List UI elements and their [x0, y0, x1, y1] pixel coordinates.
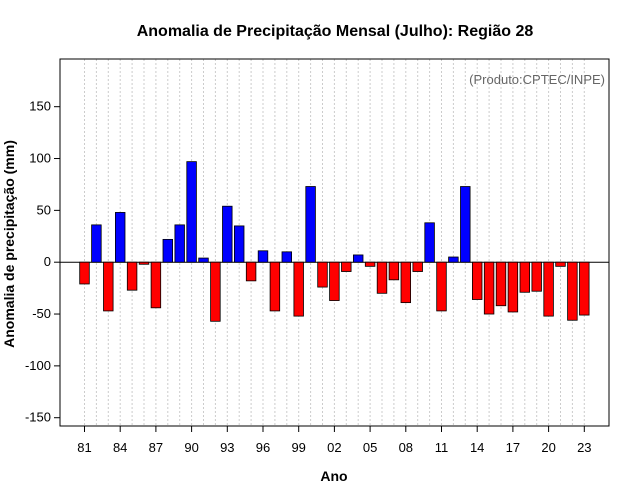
y-tick-label: 50 [37, 202, 51, 217]
bar-2022 [567, 261, 578, 321]
y-tick-label: -50 [32, 306, 51, 321]
bar-2012 [448, 256, 459, 263]
bar-2010 [424, 222, 435, 263]
grid-lines [84, 59, 585, 426]
bar-1984 [115, 212, 126, 263]
bar-2004 [352, 254, 364, 263]
bar-1992 [210, 261, 221, 322]
x-tick-label: 84 [113, 440, 127, 455]
y-tick-label: 0 [44, 254, 51, 269]
bar-2003 [341, 261, 352, 272]
bar-2016 [495, 261, 507, 307]
bar-2017 [507, 261, 519, 313]
bar-1986 [138, 261, 150, 265]
bar-2001 [317, 261, 328, 288]
x-tick-label: 87 [149, 440, 163, 455]
bar-1991 [198, 257, 209, 263]
x-tick-label: 14 [470, 440, 484, 455]
x-tick-label: 96 [256, 440, 270, 455]
x-tick-label: 17 [506, 440, 520, 455]
bar-2021 [555, 261, 566, 267]
bar-2014 [471, 261, 483, 300]
bar-2002 [329, 261, 340, 301]
x-tick-label: 11 [435, 440, 449, 455]
bar-2019 [531, 261, 542, 292]
bar-2023 [579, 261, 590, 316]
bar-1996 [257, 250, 269, 263]
bar-2013 [460, 186, 471, 263]
bar-1982 [91, 224, 102, 263]
x-tick-label: 02 [327, 440, 341, 455]
bar-2006 [376, 261, 388, 294]
bar-1983 [103, 261, 114, 312]
bar-1990 [186, 161, 197, 263]
y-tick-label: -100 [25, 358, 51, 373]
bar-1988 [162, 238, 174, 263]
bar-2020 [543, 261, 554, 317]
bar-1994 [233, 225, 245, 263]
bar-2005 [364, 261, 376, 267]
x-tick-label: 90 [184, 440, 198, 455]
bar-2011 [436, 261, 447, 312]
x-axis-label: Ano [320, 468, 347, 484]
bar-2009 [412, 261, 423, 272]
chart-title: Anomalia de Precipitação Mensal (Julho):… [137, 23, 534, 40]
x-tick-label: 99 [291, 440, 305, 455]
bar-2015 [483, 261, 495, 315]
bar-1995 [245, 261, 257, 282]
y-axis: -150 -100 -50 0 50 100 150 [25, 99, 60, 425]
y-tick-label: 150 [29, 99, 51, 114]
bar-2000 [305, 186, 316, 263]
x-tick-label: 05 [363, 440, 377, 455]
x-tick-label: 20 [541, 440, 555, 455]
x-tick-label: 08 [399, 440, 413, 455]
x-axis: 81 84 87 90 93 96 99 02 05 08 11 14 17 20 23 [77, 426, 592, 455]
bar-2007 [388, 261, 400, 281]
bar-1993 [222, 205, 233, 263]
x-tick-label: 23 [577, 440, 591, 455]
bar-1997 [269, 261, 281, 312]
plot-frame [59, 58, 610, 427]
bar-1998 [281, 251, 293, 263]
bar-1987 [150, 261, 162, 309]
y-tick-label: -150 [25, 410, 51, 425]
y-axis-label: Anomalia de precipitação (mm) [1, 140, 17, 348]
bar-2018 [519, 261, 531, 293]
bar-1999 [293, 261, 304, 317]
watermark-text: (Produto:CPTEC/INPE) [469, 72, 605, 87]
bar-1985 [126, 261, 138, 291]
bar-1981 [79, 261, 90, 285]
bar-2008 [400, 261, 412, 304]
bar-1989 [174, 224, 185, 263]
y-tick-label: 100 [29, 151, 51, 166]
bars [79, 161, 590, 322]
x-tick-label: 81 [77, 440, 91, 455]
x-tick-label: 93 [220, 440, 234, 455]
